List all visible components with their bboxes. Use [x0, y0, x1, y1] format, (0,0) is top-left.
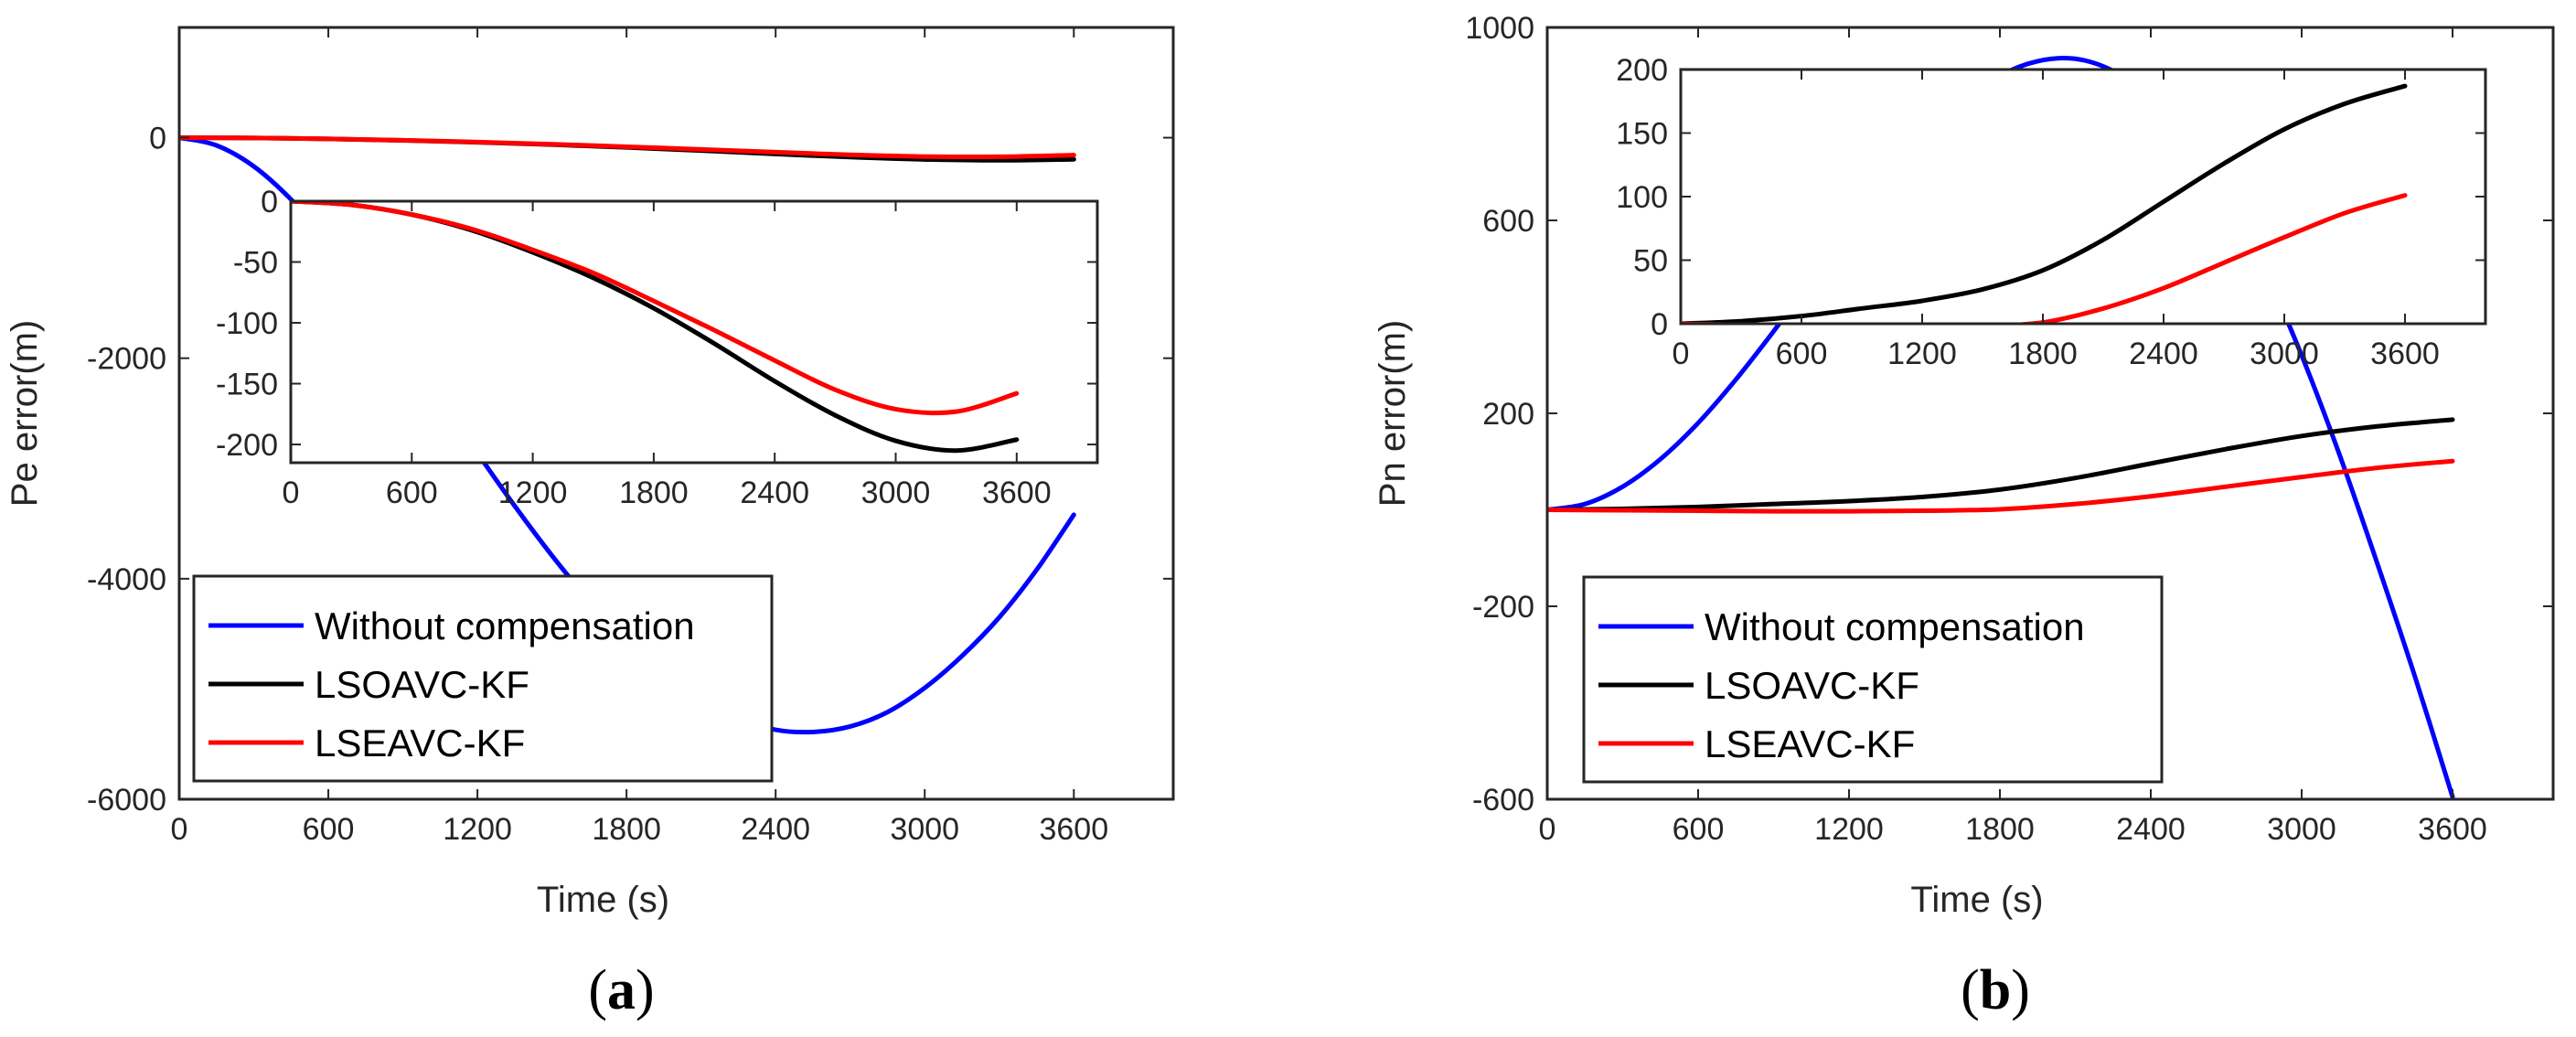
- panel-a-x-tick-label: 3600: [1039, 812, 1108, 847]
- panel-a-inset-y-tick-label: -100: [216, 306, 278, 341]
- panel-a-legend-label: Without compensation: [315, 604, 695, 647]
- panel-b-inset-y-tick-label: 200: [1616, 53, 1668, 88]
- panel-a-x-tick-label: 2400: [741, 812, 810, 847]
- panel-a-legend-box: [192, 574, 774, 783]
- panel-a-inset-series-lseavc-kf: [291, 201, 1020, 416]
- panel-a-y-tick-label: -2000: [87, 342, 166, 377]
- panel-b-x-tick-label: 3000: [2267, 812, 2336, 847]
- panel-b-y-tick-label: -200: [1472, 590, 1534, 625]
- panel-a-x-axis-label: Time (s): [537, 880, 669, 920]
- panel-b-inset-y-tick-label: 100: [1616, 180, 1668, 215]
- panel-b-inset-y-tick-label: 50: [1633, 244, 1668, 279]
- panel-b-y-tick-label: 200: [1482, 397, 1534, 432]
- panel-a-inset-y-tick-label: -200: [216, 428, 278, 463]
- panel-b-x-tick-label: 600: [1673, 812, 1725, 847]
- panel-b-x-tick-label: 0: [1539, 812, 1556, 847]
- panel-b-legend-label: Without compensation: [1705, 605, 2085, 648]
- panel-a: 0 600 1200 1800 2400 3000 3600-6000-4000-20000…: [5, 26, 1175, 1021]
- panel-a-y-tick-label: -4000: [87, 562, 166, 597]
- panel-a-y-axis-label: Pe error(m): [5, 320, 45, 507]
- panel-b-inset-x-tick-label: 2400: [2129, 337, 2198, 371]
- panel-b-panel-label: (b): [1961, 959, 2030, 1021]
- panel-a-x-tick-label: 1200: [443, 812, 512, 847]
- panel-a-axes-frame: [177, 26, 1175, 801]
- panel-a-inset-y-tick-label: 0: [261, 185, 278, 219]
- panel-b-inset-x-tick-label: 600: [1776, 337, 1828, 371]
- panel-a-inset-x-tick-label: 3600: [982, 476, 1052, 510]
- panel-a-x-tick-label: 600: [303, 812, 355, 847]
- panel-a-x-tick-label: 1800: [592, 812, 661, 847]
- panel-b-y-axis-label: Pn error(m): [1373, 320, 1413, 507]
- panel-a-inset-x-tick-label: 3000: [861, 476, 931, 510]
- panel-a-legend-label: LSEAVC-KF: [315, 722, 525, 764]
- panel-b-inset-x-tick-label: 1200: [1887, 337, 1957, 371]
- panel-b-legend-label: LSOAVC-KF: [1705, 664, 1919, 707]
- panel-a-inset-y-tick-label: -50: [233, 246, 278, 281]
- panel-b-inset-y-tick-label: 0: [1651, 307, 1668, 342]
- panel-b-inset-y-tick-label: 150: [1616, 117, 1668, 152]
- panel-a-inset-x-tick-label: 600: [386, 476, 438, 510]
- panel-a-inset-x-tick-label: 2400: [740, 476, 809, 510]
- panel-b-y-tick-label: 600: [1482, 204, 1534, 239]
- panel-b-x-axis-label: Time (s): [1910, 880, 2043, 920]
- panel-b-legend-label: LSEAVC-KF: [1705, 722, 1915, 765]
- panel-b-y-tick-label: -600: [1472, 783, 1534, 818]
- panel-a-x-tick-label: 3000: [890, 812, 959, 847]
- panel-a-inset-x-tick-label: 1800: [619, 476, 689, 510]
- panel-b-legend-box: [1582, 575, 2164, 784]
- panel-b-inset-x-tick-label: 3600: [2370, 337, 2440, 371]
- panel-a-x-tick-label: 0: [171, 812, 188, 847]
- panel-b: 0 600 1200 1800 2400 3000 3600 -600 -200 200 600 10…: [1373, 11, 2555, 1021]
- panel-a-series-lseavc-kf: [179, 135, 1076, 160]
- panel-b-x-tick-label: 3600: [2418, 812, 2487, 847]
- panel-b-series-without-compensation: [1547, 56, 2455, 799]
- panel-b-series-lsoavc-kf: [1547, 417, 2455, 512]
- panel-a-panel-label: (a): [588, 959, 654, 1021]
- panel-b-inset-x-tick-label: 0: [1673, 337, 1690, 371]
- panel-b-panel-letter: b: [1980, 959, 2011, 1021]
- panel-b-y-tick-label: 1000: [1465, 11, 1534, 46]
- panel-a-inset-axes-frame: [289, 199, 1099, 465]
- panel-a-inset-x-tick-label: 1200: [498, 476, 568, 510]
- panel-b-x-tick-label: 1800: [1965, 812, 2035, 847]
- panel-a-inset-x-tick-label: 0: [283, 476, 300, 510]
- panel-b-inset-x-tick-label: 3000: [2250, 337, 2319, 371]
- panel-b-inset-plot-area: [1681, 69, 2485, 324]
- panel-b-x-tick-label: 1200: [1814, 812, 1884, 847]
- panel-a-y-tick-label: 0: [149, 122, 166, 156]
- panel-a-legend-label: LSOAVC-KF: [315, 663, 529, 706]
- panel-b-x-tick-label: 2400: [2116, 812, 2186, 847]
- panel-a-panel-letter: a: [607, 959, 636, 1021]
- panel-a-y-tick-label: -6000: [87, 783, 166, 818]
- panel-a-inset-y-tick-label: -150: [216, 368, 278, 402]
- panel-b-inset-x-tick-label: 1800: [2008, 337, 2078, 371]
- panel-b-series-lseavc-kf: [1547, 458, 2455, 514]
